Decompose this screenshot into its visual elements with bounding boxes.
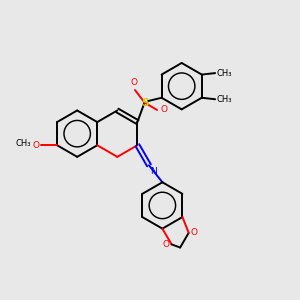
Text: N: N bbox=[151, 167, 157, 176]
Text: S: S bbox=[141, 98, 148, 107]
Text: O: O bbox=[32, 141, 39, 150]
Text: O: O bbox=[163, 240, 170, 249]
Text: CH₃: CH₃ bbox=[216, 69, 232, 78]
Text: O: O bbox=[130, 78, 137, 87]
Text: O: O bbox=[190, 228, 197, 237]
Text: CH₃: CH₃ bbox=[16, 139, 31, 148]
Text: O: O bbox=[160, 105, 168, 114]
Text: CH₃: CH₃ bbox=[216, 95, 232, 104]
